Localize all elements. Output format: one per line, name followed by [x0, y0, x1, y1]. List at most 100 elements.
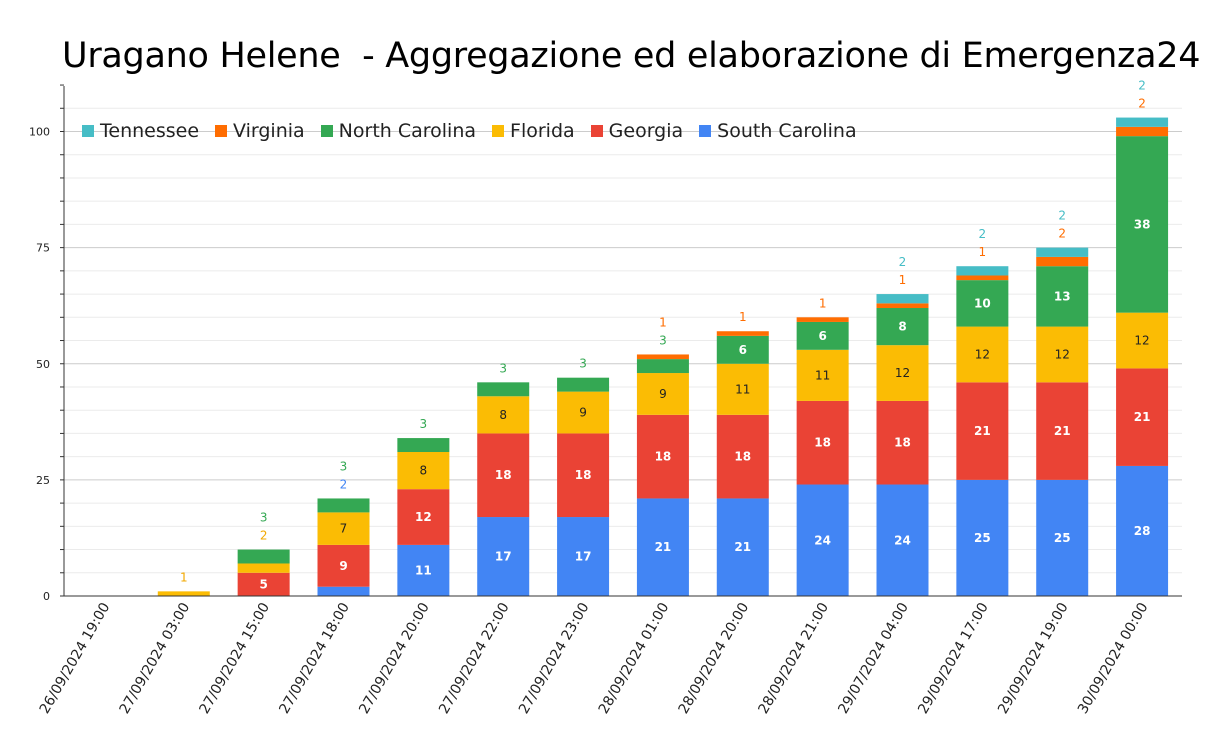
bar-florida — [397, 452, 450, 490]
bar-georgia — [1116, 368, 1169, 466]
bar-north-carolina — [317, 498, 370, 513]
data-label: 2 — [1138, 79, 1146, 93]
legend-swatch — [320, 125, 333, 137]
x-tick-label: 26/09/2024 19:00 — [37, 600, 114, 717]
bar-south-carolina — [1036, 479, 1089, 596]
bar-georgia — [956, 382, 1009, 480]
data-labels: 1523972311128317188317189321189312118116… — [180, 79, 1150, 592]
data-label: 12 — [415, 510, 432, 524]
bar-north-carolina — [716, 335, 769, 364]
bar-north-carolina — [1036, 266, 1089, 327]
bar-georgia — [237, 572, 290, 596]
data-label: 3 — [420, 417, 428, 431]
data-label: 17 — [495, 550, 512, 564]
bar-georgia — [557, 433, 610, 518]
data-label: 18 — [655, 450, 672, 464]
legend-swatch — [215, 125, 228, 137]
data-label: 1 — [819, 296, 827, 310]
y-tick-label: 0 — [43, 590, 50, 603]
legend-item-north-carolina: North Carolina — [320, 120, 477, 142]
gridlines — [64, 107, 1182, 574]
data-label: 24 — [814, 533, 831, 547]
bar-georgia — [477, 433, 530, 518]
legend-label: Georgia — [608, 120, 684, 142]
data-label: 10 — [974, 296, 991, 310]
data-label: 5 — [259, 577, 267, 591]
bar-south-carolina — [477, 517, 530, 596]
bar-florida — [1036, 326, 1089, 383]
y-tick-label: 75 — [36, 242, 50, 255]
bar-florida — [317, 512, 370, 545]
bar-florida — [557, 391, 610, 434]
legend-label: Virginia — [233, 120, 305, 142]
bar-virginia — [956, 275, 1009, 281]
bar-virginia — [876, 303, 929, 309]
bar-south-carolina — [397, 544, 450, 596]
legend-label: North Carolina — [338, 120, 477, 142]
data-label: 21 — [1134, 410, 1151, 424]
data-label: 21 — [974, 424, 991, 438]
bar-georgia — [716, 414, 769, 499]
data-label: 18 — [495, 468, 512, 482]
data-label: 21 — [734, 540, 751, 554]
data-label: 1 — [979, 245, 987, 259]
data-label: 18 — [575, 468, 592, 482]
data-label: 12 — [975, 347, 990, 361]
legend-item-georgia: Georgia — [590, 120, 684, 142]
x-tick-label: 30/09/2024 00:00 — [1075, 600, 1152, 717]
bar-south-carolina — [796, 484, 849, 596]
data-label: 3 — [499, 361, 507, 375]
x-tick-label: 27/09/2024 22:00 — [436, 600, 513, 717]
bar-florida — [796, 349, 849, 401]
bars — [157, 117, 1169, 596]
bar-tennessee — [1116, 117, 1169, 127]
data-label: 8 — [898, 320, 906, 334]
legend-label: Tennessee — [100, 120, 200, 142]
data-label: 3 — [659, 333, 667, 347]
bar-georgia — [317, 544, 370, 587]
x-tick-label: 28/09/2024 01:00 — [596, 600, 673, 717]
bar-north-carolina — [1116, 136, 1169, 313]
bar-tennessee — [956, 266, 1009, 276]
bar-north-carolina — [477, 382, 530, 397]
data-label: 18 — [894, 436, 911, 450]
data-label: 11 — [815, 368, 830, 382]
bar-florida — [636, 373, 689, 415]
data-label: 2 — [340, 477, 348, 491]
data-label: 2 — [979, 227, 987, 241]
x-tick-label: 29/09/2024 17:00 — [915, 600, 992, 717]
data-label: 12 — [895, 366, 910, 380]
bar-south-carolina — [636, 498, 689, 596]
y-tick-label: 25 — [36, 474, 50, 487]
bar-florida — [1116, 312, 1169, 369]
bar-georgia — [397, 489, 450, 545]
x-tick-label: 27/09/2024 18:00 — [276, 600, 353, 717]
legend-swatch — [590, 125, 603, 137]
bar-florida — [956, 326, 1009, 383]
legend-item-virginia: Virginia — [215, 120, 305, 142]
data-label: 12 — [1055, 347, 1070, 361]
bar-virginia — [1116, 126, 1169, 137]
data-label: 3 — [260, 511, 268, 525]
data-label: 2 — [260, 529, 268, 543]
bar-north-carolina — [796, 321, 849, 350]
data-label: 11 — [735, 382, 750, 396]
data-label: 25 — [974, 531, 991, 545]
data-label: 3 — [579, 357, 587, 371]
x-tick-label: 28/09/2024 20:00 — [676, 600, 753, 717]
data-label: 18 — [734, 450, 751, 464]
data-label: 9 — [659, 387, 667, 401]
data-label: 1 — [739, 310, 747, 324]
bar-virginia — [636, 354, 689, 360]
bar-north-carolina — [636, 359, 689, 374]
y-tick-label: 100 — [29, 126, 50, 139]
data-label: 1 — [899, 273, 907, 287]
x-tick-label: 27/09/2024 03:00 — [117, 600, 194, 717]
bar-florida — [477, 396, 530, 434]
bar-south-carolina — [716, 498, 769, 596]
bar-south-carolina — [317, 586, 370, 596]
bar-south-carolina — [557, 517, 610, 596]
data-label: 11 — [415, 563, 432, 577]
data-label: 13 — [1054, 289, 1071, 303]
data-label: 2 — [899, 255, 907, 269]
